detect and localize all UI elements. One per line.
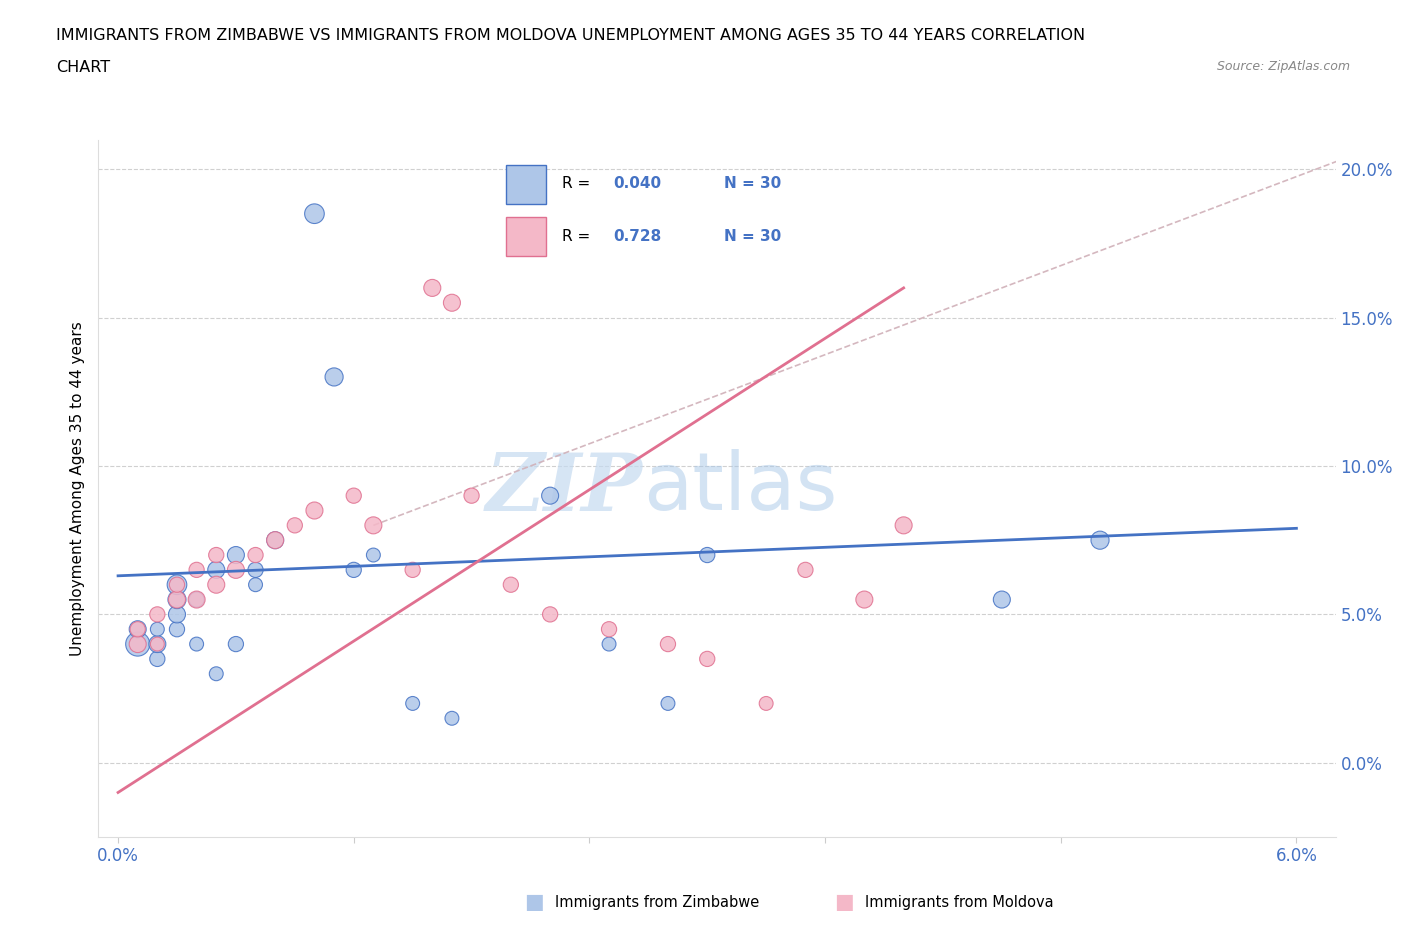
Point	[225, 563, 247, 578]
Text: CHART: CHART	[56, 60, 110, 75]
Point	[363, 548, 385, 563]
Point	[284, 518, 307, 533]
Point	[538, 488, 561, 503]
Point	[205, 666, 228, 681]
Point	[205, 548, 228, 563]
Point	[166, 592, 188, 607]
Point	[440, 711, 463, 725]
Point	[343, 563, 366, 578]
Point	[146, 622, 169, 637]
Point	[696, 548, 718, 563]
Point	[166, 578, 188, 592]
Text: Source: ZipAtlas.com: Source: ZipAtlas.com	[1216, 60, 1350, 73]
Point	[166, 622, 188, 637]
Point	[343, 488, 366, 503]
Point	[146, 652, 169, 667]
Point	[499, 578, 522, 592]
Point	[657, 696, 679, 711]
Text: Immigrants from Zimbabwe: Immigrants from Zimbabwe	[555, 895, 759, 910]
Point	[225, 637, 247, 652]
Point	[657, 637, 679, 652]
Y-axis label: Unemployment Among Ages 35 to 44 years: Unemployment Among Ages 35 to 44 years	[69, 321, 84, 656]
Text: atlas: atlas	[643, 449, 837, 527]
Point	[598, 622, 620, 637]
Text: IMMIGRANTS FROM ZIMBABWE VS IMMIGRANTS FROM MOLDOVA UNEMPLOYMENT AMONG AGES 35 T: IMMIGRANTS FROM ZIMBABWE VS IMMIGRANTS F…	[56, 28, 1085, 43]
Point	[186, 563, 208, 578]
Point	[323, 369, 346, 384]
Point	[420, 281, 443, 296]
Point	[264, 533, 287, 548]
Text: ■: ■	[524, 892, 544, 912]
Point	[538, 607, 561, 622]
Point	[186, 592, 208, 607]
Point	[893, 518, 915, 533]
Point	[205, 578, 228, 592]
Text: Immigrants from Moldova: Immigrants from Moldova	[865, 895, 1053, 910]
Point	[755, 696, 778, 711]
Point	[186, 592, 208, 607]
Point	[186, 637, 208, 652]
Point	[205, 563, 228, 578]
Point	[853, 592, 876, 607]
Point	[166, 578, 188, 592]
Point	[363, 518, 385, 533]
Point	[264, 533, 287, 548]
Point	[991, 592, 1014, 607]
Point	[1088, 533, 1111, 548]
Point	[696, 652, 718, 667]
Point	[440, 296, 463, 311]
Point	[146, 637, 169, 652]
Point	[127, 622, 149, 637]
Point	[166, 592, 188, 607]
Point	[245, 578, 267, 592]
Point	[127, 622, 149, 637]
Point	[127, 637, 149, 652]
Point	[225, 548, 247, 563]
Point	[401, 696, 423, 711]
Point	[166, 607, 188, 622]
Point	[127, 637, 149, 652]
Point	[304, 503, 326, 518]
Point	[245, 563, 267, 578]
Point	[460, 488, 482, 503]
Point	[245, 548, 267, 563]
Text: ZIP: ZIP	[486, 449, 643, 527]
Point	[304, 206, 326, 221]
Text: ■: ■	[834, 892, 853, 912]
Point	[146, 607, 169, 622]
Point	[598, 637, 620, 652]
Point	[401, 563, 423, 578]
Point	[146, 637, 169, 652]
Point	[794, 563, 817, 578]
